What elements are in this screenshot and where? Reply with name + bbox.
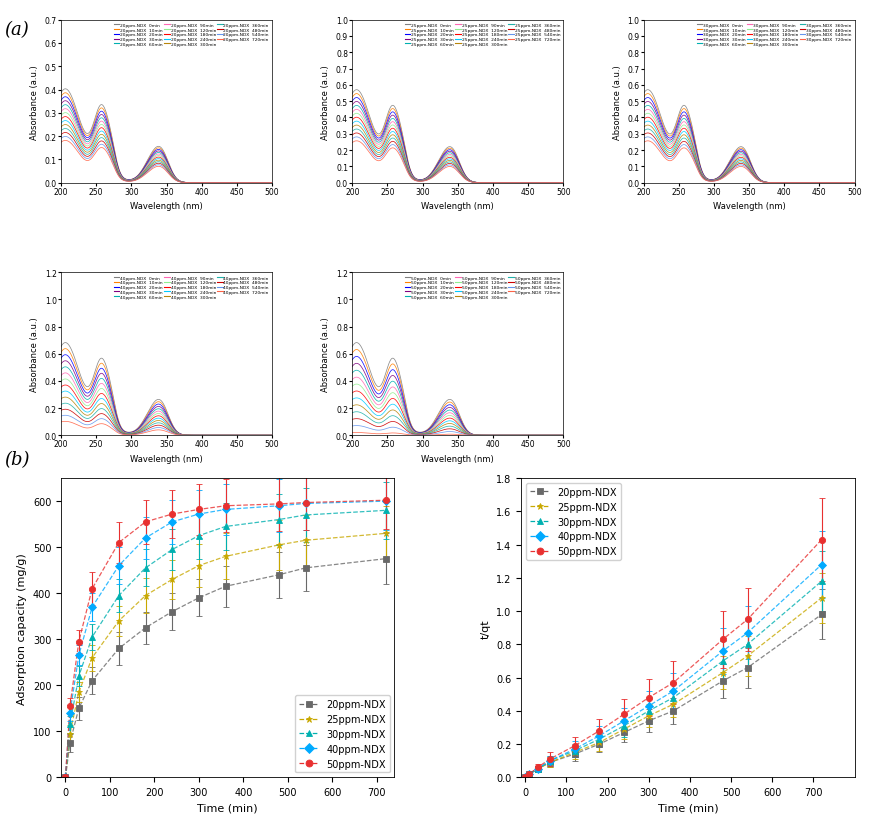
Y-axis label: Absorbance (a.u.): Absorbance (a.u.): [322, 65, 330, 140]
X-axis label: Wavelength (nm): Wavelength (nm): [712, 202, 786, 211]
X-axis label: Wavelength (nm): Wavelength (nm): [421, 454, 494, 463]
X-axis label: Wavelength (nm): Wavelength (nm): [130, 202, 203, 211]
Text: (a): (a): [4, 21, 29, 39]
Legend: 50ppm-NDX  0min, 50ppm-NDX  10min, 50ppm-NDX  20min, 50ppm-NDX  30min, 50ppm-NDX: 50ppm-NDX 0min, 50ppm-NDX 10min, 50ppm-N…: [404, 275, 561, 300]
X-axis label: Time (min): Time (min): [657, 803, 719, 813]
Y-axis label: Absorbance (a.u.): Absorbance (a.u.): [31, 65, 39, 140]
Legend: 40ppm-NDX  0min, 40ppm-NDX  10min, 40ppm-NDX  20min, 40ppm-NDX  30min, 40ppm-NDX: 40ppm-NDX 0min, 40ppm-NDX 10min, 40ppm-N…: [113, 275, 269, 300]
Y-axis label: Adsorption capacity (mg/g): Adsorption capacity (mg/g): [17, 552, 27, 704]
Legend: 25ppm-NDX  0min, 25ppm-NDX  10min, 25ppm-NDX  20min, 25ppm-NDX  30min, 25ppm-NDX: 25ppm-NDX 0min, 25ppm-NDX 10min, 25ppm-N…: [404, 23, 561, 48]
X-axis label: Wavelength (nm): Wavelength (nm): [130, 454, 203, 463]
X-axis label: Time (min): Time (min): [197, 803, 258, 813]
Text: (b): (b): [4, 451, 30, 469]
Legend: 20ppm-NDX, 25ppm-NDX, 30ppm-NDX, 40ppm-NDX, 50ppm-NDX: 20ppm-NDX, 25ppm-NDX, 30ppm-NDX, 40ppm-N…: [526, 484, 621, 561]
Y-axis label: Absorbance (a.u.): Absorbance (a.u.): [31, 317, 39, 392]
Legend: 20ppm-NDX  0min, 20ppm-NDX  10min, 20ppm-NDX  20min, 20ppm-NDX  30min, 20ppm-NDX: 20ppm-NDX 0min, 20ppm-NDX 10min, 20ppm-N…: [113, 23, 269, 48]
Y-axis label: t/qt: t/qt: [480, 618, 490, 638]
Legend: 20ppm-NDX, 25ppm-NDX, 30ppm-NDX, 40ppm-NDX, 50ppm-NDX: 20ppm-NDX, 25ppm-NDX, 30ppm-NDX, 40ppm-N…: [295, 696, 390, 772]
Legend: 30ppm-NDX  0min, 30ppm-NDX  10min, 30ppm-NDX  20min, 30ppm-NDX  30min, 30ppm-NDX: 30ppm-NDX 0min, 30ppm-NDX 10min, 30ppm-N…: [696, 23, 852, 48]
Y-axis label: Absorbance (a.u.): Absorbance (a.u.): [613, 65, 622, 140]
Y-axis label: Absorbance (a.u.): Absorbance (a.u.): [322, 317, 330, 392]
X-axis label: Wavelength (nm): Wavelength (nm): [421, 202, 494, 211]
